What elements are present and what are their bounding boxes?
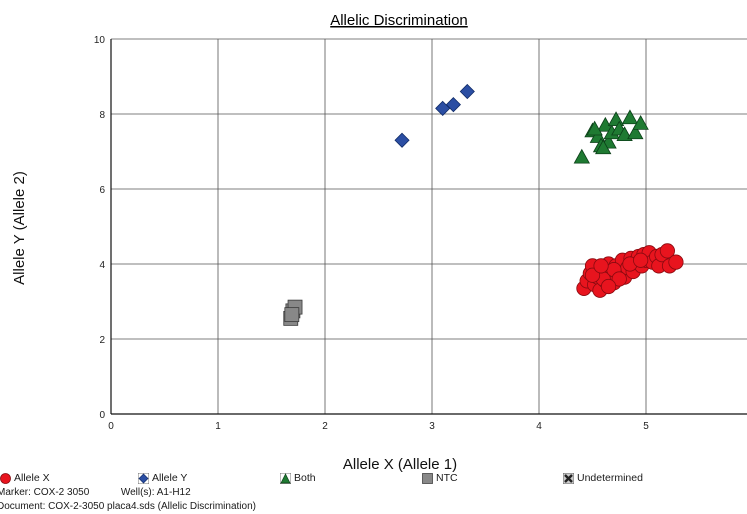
x-tick-label: 5 xyxy=(643,421,649,432)
legend-item-ntc: NTC xyxy=(422,472,458,484)
point-allele-x xyxy=(659,243,676,259)
grid xyxy=(110,38,747,415)
legend-item-allele-y: Allele Y xyxy=(137,472,188,484)
legend-item-undetermined: Undetermined xyxy=(562,472,643,484)
x-tick-label: 4 xyxy=(536,421,542,432)
legend-label-allele-y: Allele Y xyxy=(152,472,188,484)
blue-diamond-icon xyxy=(137,472,150,484)
point-allele-x xyxy=(584,267,601,283)
x-tick-label: 3 xyxy=(429,421,435,432)
legend-item-both: Both xyxy=(279,472,316,484)
x-tick-label: 0 xyxy=(108,421,114,432)
point-allele-x xyxy=(600,278,617,295)
y-tick-label: 2 xyxy=(99,335,105,346)
point-allele-y xyxy=(459,83,475,100)
y-tick-label: 10 xyxy=(94,35,106,46)
point-both xyxy=(573,148,590,164)
point-both xyxy=(586,120,603,136)
marker-info: Marker: COX-2 3050 Well(s): A1-H12 xyxy=(0,486,191,500)
x-tick-label: 1 xyxy=(215,421,221,432)
point-ntc xyxy=(284,307,300,323)
x-axis-title: Allele X (Allele 1) xyxy=(343,456,457,473)
point-allele-y xyxy=(445,97,461,113)
legend-label-allele-x: Allele X xyxy=(14,472,50,484)
y-tick-label: 8 xyxy=(99,110,105,121)
wells-label: Well(s): A1-H12 xyxy=(120,487,191,498)
point-both xyxy=(621,109,639,125)
point-both xyxy=(632,115,649,130)
data-points xyxy=(283,83,684,326)
y-tick-label: 4 xyxy=(99,260,105,271)
legend-item-allele-x: Allele X xyxy=(0,472,50,484)
green-triangle-icon xyxy=(279,472,292,484)
chart-title: Allelic Discrimination xyxy=(330,12,468,29)
legend-label-undetermined: Undetermined xyxy=(577,472,643,484)
legend-label-both: Both xyxy=(294,472,316,484)
marker-label: Marker: COX-2 3050 xyxy=(0,487,90,498)
point-allele-x xyxy=(633,252,649,268)
legend-label-ntc: NTC xyxy=(436,472,458,484)
y-tick-label: 6 xyxy=(99,185,105,196)
y-tick-label: 0 xyxy=(99,410,105,421)
y-axis-title: Allele Y (Allele 2) xyxy=(11,171,28,285)
point-both xyxy=(595,139,612,155)
x-tick-label: 2 xyxy=(322,421,328,432)
red-circle-icon xyxy=(0,472,11,484)
document-info: Document: COX-2-3050 placa4.sds (Allelic… xyxy=(0,501,256,512)
point-both xyxy=(627,124,644,140)
tick-labels: 0 1 2 3 4 5 0 2 4 6 8 10 xyxy=(94,35,649,432)
gray-square-icon xyxy=(422,472,433,484)
point-allele-y xyxy=(394,132,410,148)
x-mark-icon xyxy=(562,472,575,484)
point-allele-x xyxy=(593,258,609,274)
point-allele-x xyxy=(668,254,684,270)
point-allele-x xyxy=(611,271,627,287)
